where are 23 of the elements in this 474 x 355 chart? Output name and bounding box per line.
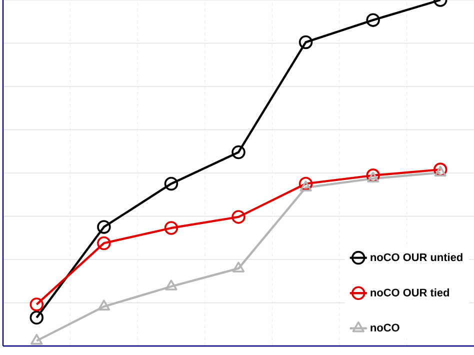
point [164,176,178,191]
point [30,334,43,345]
point [366,172,380,182]
point [232,145,246,160]
point [232,210,246,224]
legend-label: noCO OUR untied [370,253,462,262]
point [97,220,111,234]
point [97,236,111,250]
point [300,180,312,192]
point [434,166,446,177]
point [232,262,245,272]
point [366,13,380,27]
point [298,176,313,191]
point [366,168,380,182]
point [30,298,44,312]
point [30,310,44,325]
point [98,300,110,310]
legend-label: noCO [370,324,400,332]
legend-label: noCO OUR tied [370,288,449,296]
point [298,35,313,50]
point [433,162,448,176]
point [165,280,178,290]
point [164,221,178,235]
